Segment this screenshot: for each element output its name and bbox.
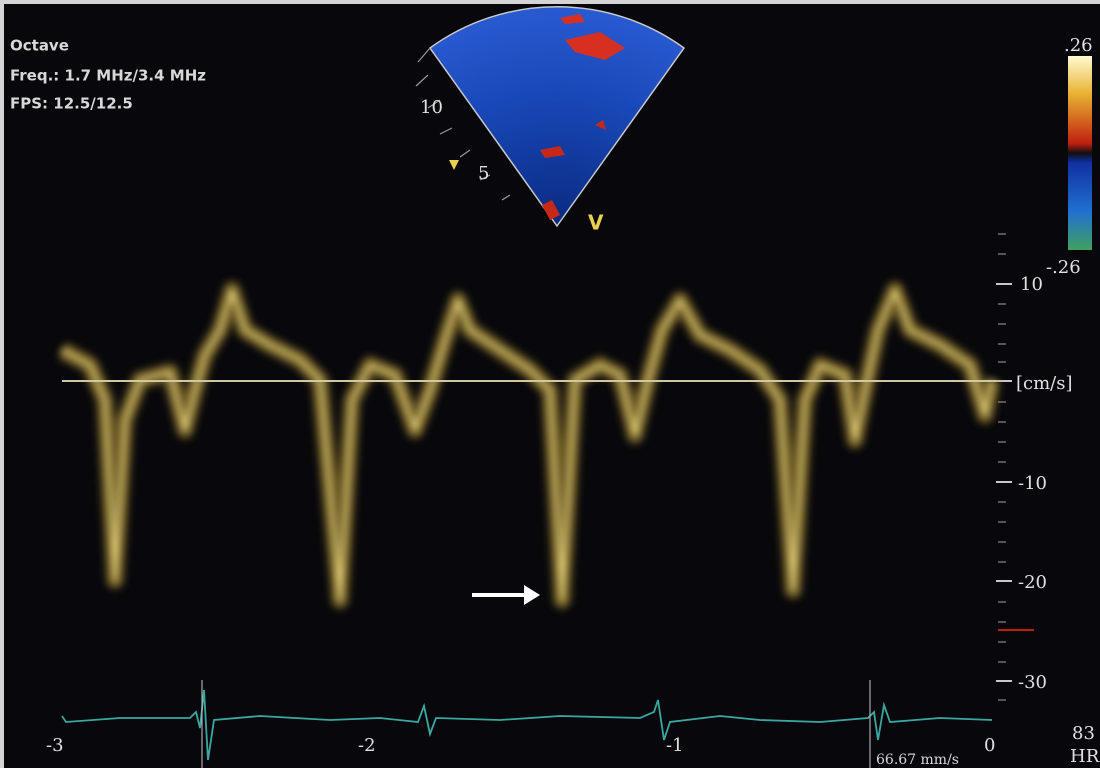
velocity-unit: [cm/s] bbox=[1016, 373, 1073, 394]
annotation-arrow bbox=[472, 585, 540, 605]
velocity-tick-label: -30 bbox=[1018, 672, 1047, 693]
color-scale bbox=[1068, 56, 1092, 250]
velocity-major-ticks bbox=[996, 283, 1012, 682]
color-scale-max: .26 bbox=[1064, 35, 1093, 56]
sweep-speed: 66.67 mm/s bbox=[876, 752, 959, 768]
depth-label: 5 bbox=[478, 163, 489, 184]
color-scale-min: -.26 bbox=[1046, 257, 1081, 278]
velocity-tick-label: 10 bbox=[1020, 274, 1043, 295]
focus-marker bbox=[449, 160, 459, 170]
time-tick-label: 0 bbox=[984, 735, 995, 756]
sector-image bbox=[415, 6, 686, 228]
heart-rate-label: HR bbox=[1070, 746, 1100, 767]
tissue-doppler-trace bbox=[57, 281, 1001, 609]
fps: FPS: 12.5/12.5 bbox=[10, 95, 133, 113]
depth-label: 10 bbox=[420, 97, 443, 118]
sector-marker: V bbox=[588, 211, 604, 235]
velocity-tick-label: -20 bbox=[1018, 572, 1047, 593]
time-tick-label: -2 bbox=[358, 735, 376, 756]
time-tick-label: -1 bbox=[666, 735, 684, 756]
preset: Octave bbox=[10, 37, 69, 55]
time-tick-label: -3 bbox=[46, 735, 64, 756]
velocity-tick-label: -10 bbox=[1018, 473, 1047, 494]
ecg-trace bbox=[61, 689, 993, 761]
heart-rate-value: 83 bbox=[1072, 723, 1095, 744]
frequency: Freq.: 1.7 MHz/3.4 MHz bbox=[10, 67, 206, 85]
velocity-minor-ticks bbox=[998, 233, 1006, 701]
